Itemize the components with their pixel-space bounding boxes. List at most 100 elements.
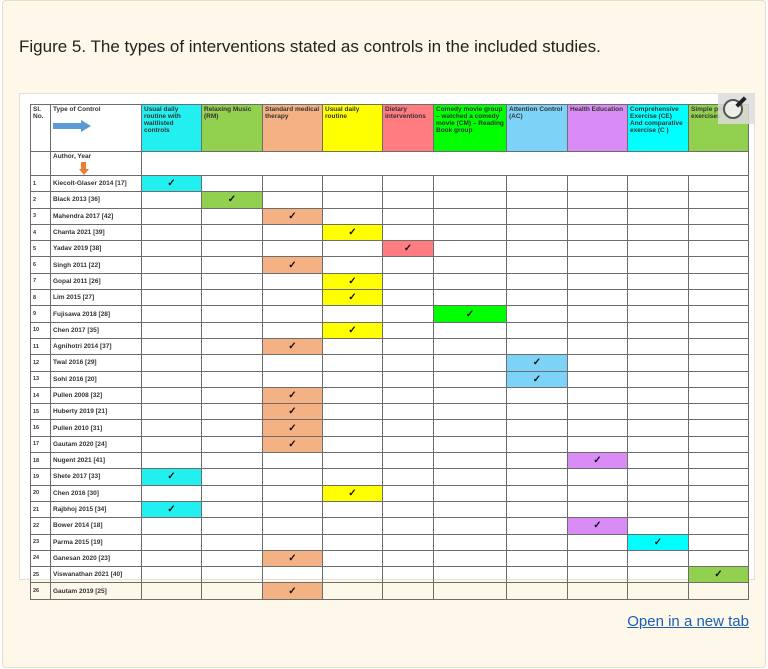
empty-cell [688,207,749,225]
empty-cell [141,419,202,437]
row-author: Fujisawa 2018 [28] [50,305,142,323]
empty-cell [141,191,202,209]
empty-cell [627,500,689,519]
empty-cell [567,337,628,356]
empty-cell [382,484,434,502]
table-row: 1 Kiecolt-Glaser 2014 [17] ✓ [30,174,749,193]
empty-cell [567,468,628,486]
arrow-down-icon [79,162,89,175]
empty-cell [506,240,568,258]
empty-cell [262,191,323,209]
row-number: 12 [30,354,51,372]
empty-cell [382,403,434,421]
column-header: Comedy movie group – watched a comedy mo… [433,104,507,152]
empty-cell [141,207,202,225]
empty-cell [201,533,263,551]
check-icon: ✓ [322,321,383,339]
open-in-new-tab-link[interactable]: Open in a new tab [627,613,749,630]
empty-cell [627,582,689,600]
empty-cell [506,305,568,323]
empty-cell [627,370,689,388]
row-author: Gopal 2011 [26] [50,272,142,291]
empty-cell [322,354,383,372]
magnify-icon[interactable] [718,94,754,124]
empty-cell [201,566,263,584]
empty-cell [322,566,383,584]
empty-cell [201,419,263,437]
table-row: 21 Rajbhoj 2015 [34] ✓ [30,500,749,519]
empty-cell [382,452,434,470]
empty-cell [627,240,689,258]
empty-cell [433,223,507,242]
table-row: 17 Gautam 2020 [24] ✓ [30,435,749,454]
empty-cell [688,533,749,551]
empty-cell [688,403,749,421]
empty-cell [262,223,323,242]
empty-cell [627,174,689,193]
empty-cell [567,240,628,258]
empty-cell [201,370,263,388]
empty-cell [688,582,749,600]
row-author: Chen 2017 [35] [50,321,142,339]
empty-cell [262,272,323,291]
empty-cell [567,321,628,339]
arrow-right-icon [53,120,91,132]
empty-cell [262,289,323,307]
table-row: 26 Gautam 2019 [25] ✓ [30,582,749,600]
empty-cell [262,517,323,535]
check-icon: ✓ [506,354,568,372]
empty-cell [627,305,689,323]
table-row: 25 Viswanathan 2021 [40] ✓ [30,566,749,584]
empty-cell [322,419,383,437]
empty-cell [506,403,568,421]
empty-cell [322,370,383,388]
empty-cell [382,549,434,568]
empty-cell [382,500,434,519]
empty-cell [201,435,263,454]
empty-cell [262,354,323,372]
row-author: Gautam 2020 [24] [50,435,142,454]
row-number: 7 [30,272,51,291]
empty-cell [141,386,202,405]
row-number: 4 [30,223,51,242]
row-number: 13 [30,370,51,388]
empty-cell [433,174,507,193]
empty-cell [201,452,263,470]
empty-cell [506,272,568,291]
check-icon: ✓ [382,240,434,258]
empty-cell [688,549,749,568]
empty-cell [688,419,749,437]
empty-cell [506,484,568,502]
empty-cell [567,386,628,405]
empty-cell [567,582,628,600]
empty-cell [262,370,323,388]
empty-cell [382,386,434,405]
figure-image[interactable]: Sl. No. Type of Control Usual daily rout… [19,93,755,600]
row-author: Rajbhoj 2015 [34] [50,500,142,519]
empty-cell [322,468,383,486]
row-number: 9 [30,305,51,323]
check-icon: ✓ [141,500,202,519]
controls-table: Sl. No. Type of Control Usual daily rout… [30,104,749,600]
empty-cell [567,419,628,437]
check-icon: ✓ [262,435,323,454]
row-author: Agnihotri 2014 [37] [50,337,142,356]
empty-cell [141,305,202,323]
empty-cell [30,151,51,176]
empty-cell [322,435,383,454]
empty-cell [382,289,434,307]
empty-cell [141,151,749,176]
empty-cell [506,533,568,551]
empty-cell [141,321,202,339]
empty-cell [141,452,202,470]
type-header-label: Type of Control [53,106,101,113]
column-header: Standard medical therapy [262,104,323,152]
row-author: Ganesan 2020 [23] [50,549,142,568]
empty-cell [688,517,749,535]
empty-cell [201,289,263,307]
empty-cell [627,256,689,274]
row-number: 16 [30,419,51,437]
table-row: 12 Twal 2016 [29] ✓ [30,354,749,372]
table-row: 23 Parma 2015 [19] ✓ [30,533,749,551]
table-row: 11 Agnihotri 2014 [37] ✓ [30,337,749,356]
